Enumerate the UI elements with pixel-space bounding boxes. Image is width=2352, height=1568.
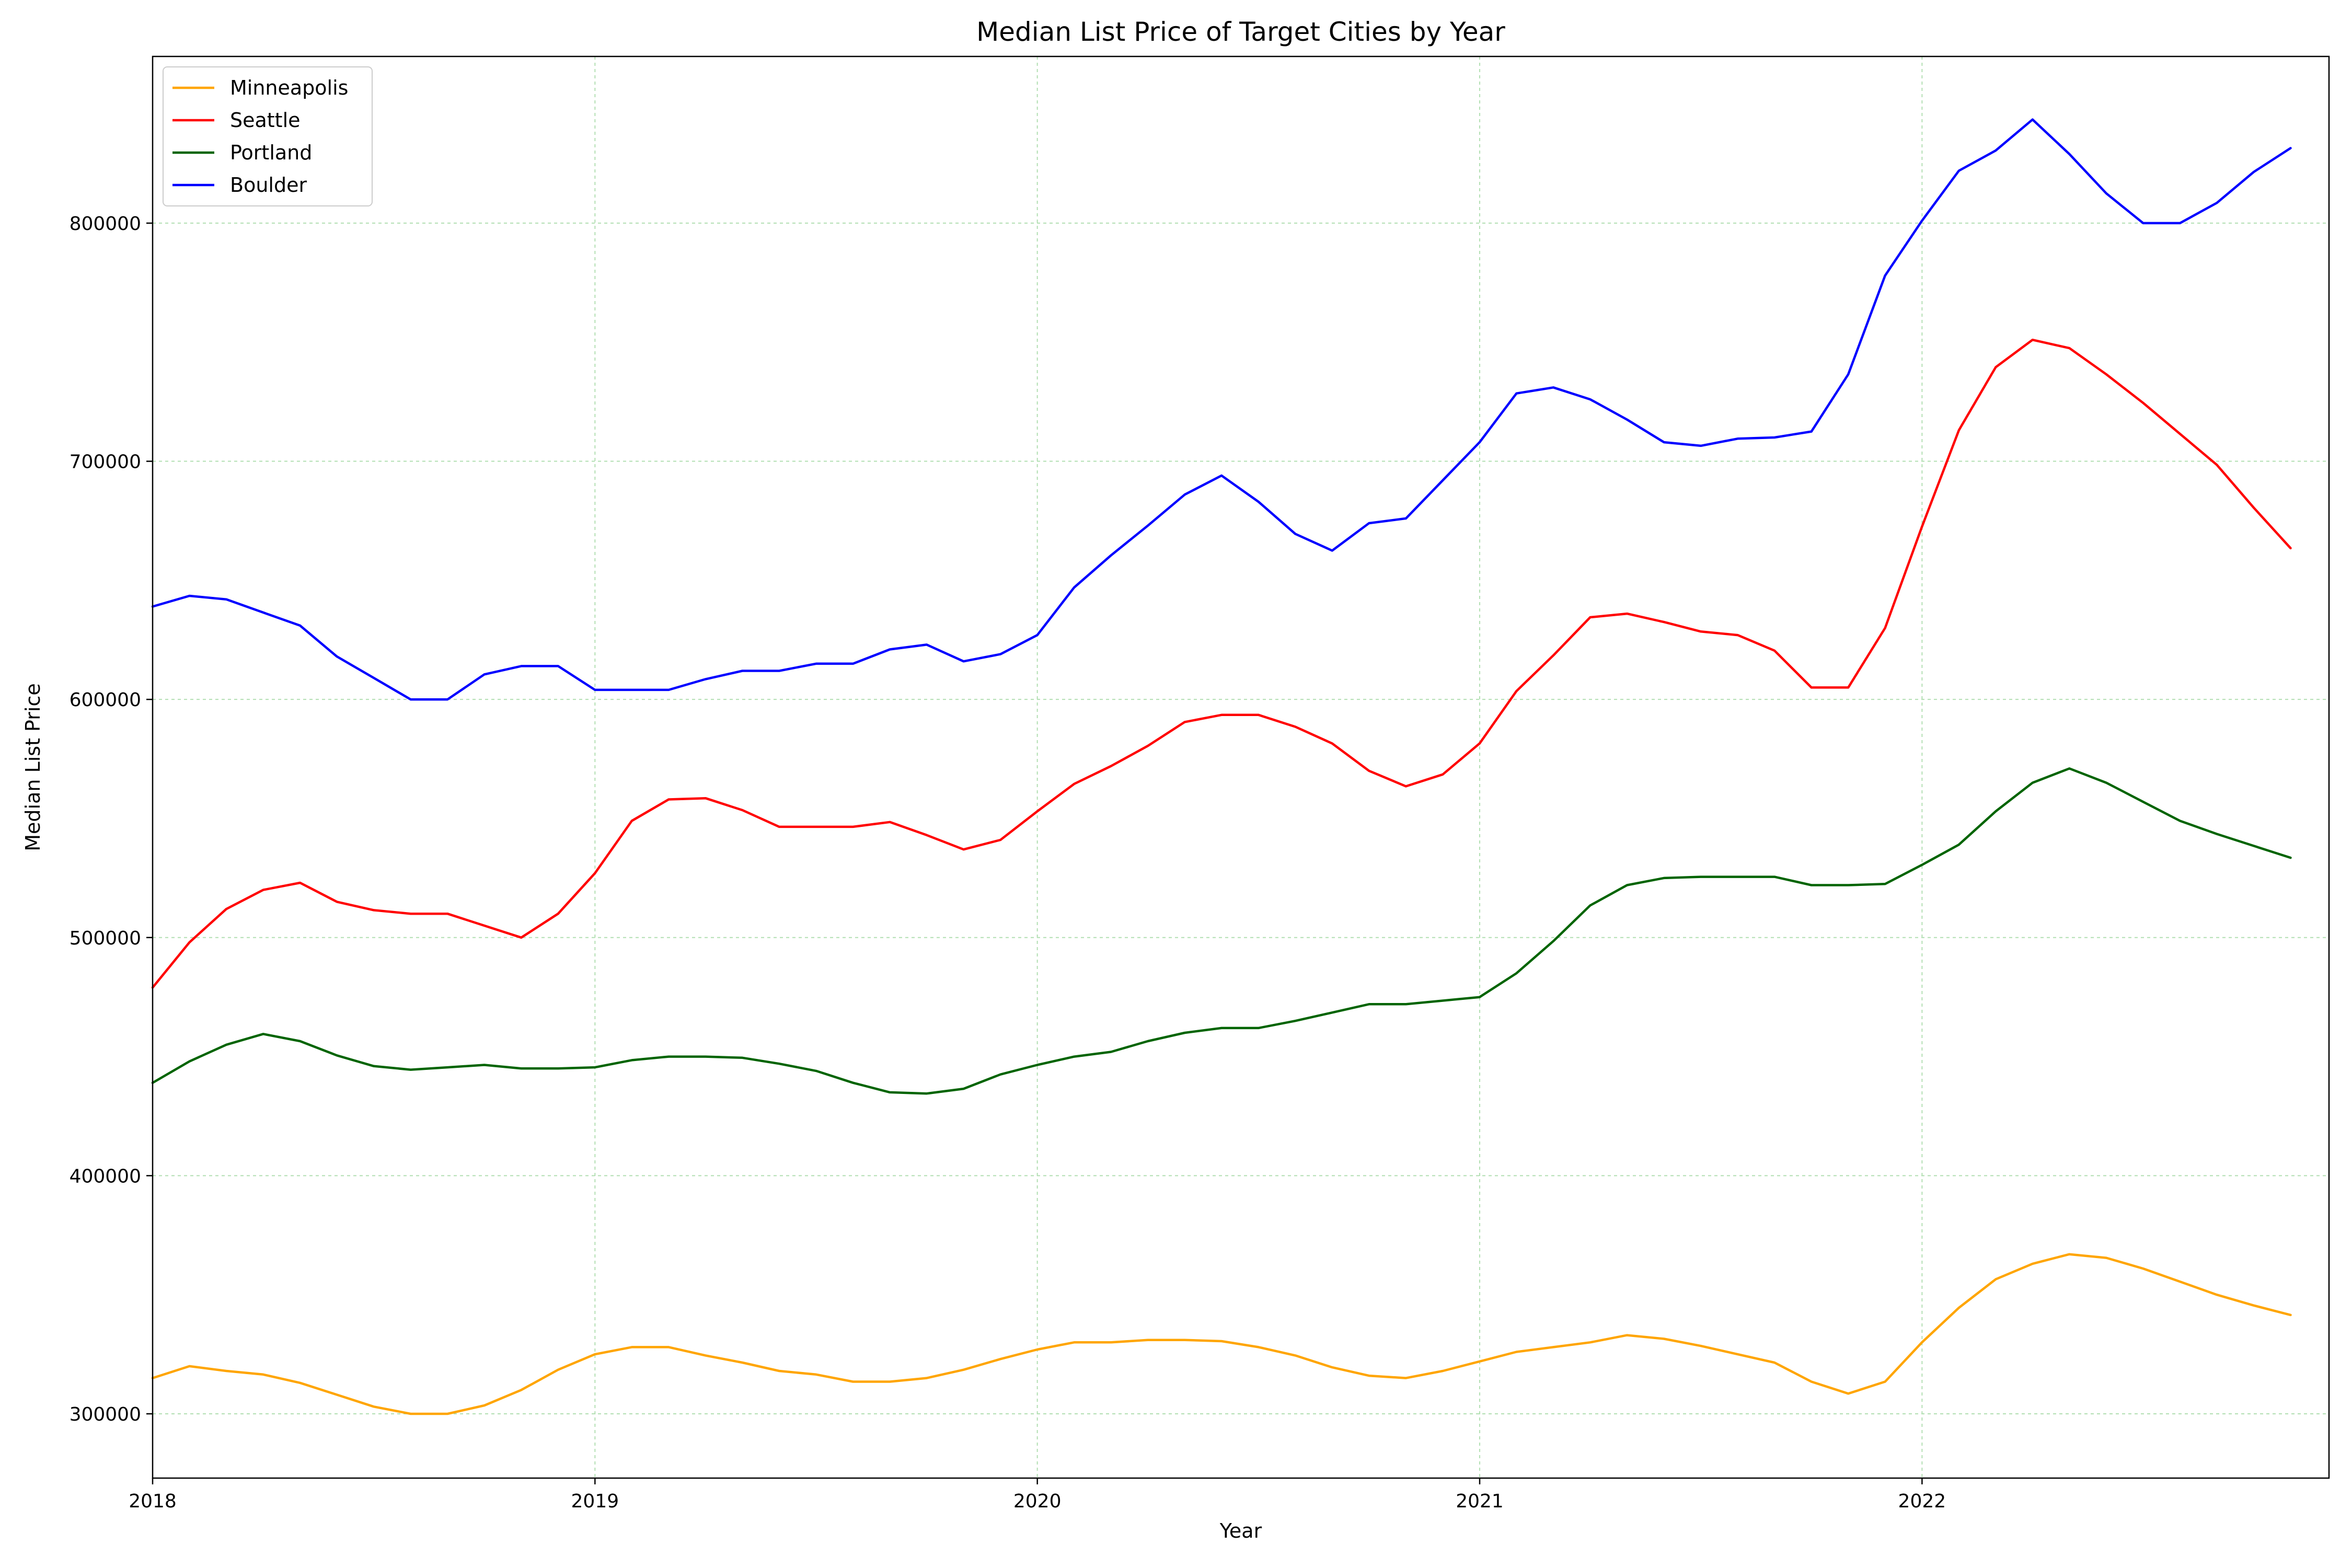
chart-title: Median List Price of Target Cities by Ye… <box>976 17 1505 47</box>
x-tick-label: 2018 <box>129 1491 177 1512</box>
legend-label-portland: Portland <box>230 141 312 164</box>
legend-label-minneapolis: Minneapolis <box>230 76 348 99</box>
series-line-boulder <box>151 118 2292 701</box>
grid-lines <box>152 56 2329 1478</box>
x-axis-label: Year <box>1219 1519 1262 1542</box>
x-tick-label: 2022 <box>1898 1491 1946 1512</box>
legend: Minneapolis Seattle Portland Boulder <box>163 66 373 206</box>
y-tick-label: 800000 <box>70 213 141 235</box>
plot-frame <box>152 55 2330 1479</box>
y-tick-label: 300000 <box>70 1404 141 1425</box>
y-axis-label: Median List Price <box>21 683 44 851</box>
x-tick-label: 2020 <box>1013 1491 1062 1512</box>
y-tick-label: 700000 <box>70 452 141 473</box>
y-tick-label: 600000 <box>70 689 141 711</box>
y-tick-label: 500000 <box>70 928 141 949</box>
legend-label-seattle: Seattle <box>230 109 301 132</box>
series-lines <box>151 118 2292 1415</box>
series-line-portland <box>151 767 2292 1095</box>
legend-box <box>163 66 373 206</box>
x-axis: 2018 2019 2020 2021 2022 <box>129 1478 1946 1512</box>
series-line-minneapolis <box>151 1253 2292 1415</box>
y-tick-label: 400000 <box>70 1166 141 1187</box>
series-line-seattle <box>151 338 2292 989</box>
y-axis: 300000 400000 500000 600000 700000 800000 <box>70 213 153 1425</box>
x-tick-label: 2021 <box>1456 1491 1504 1512</box>
x-tick-label: 2019 <box>571 1491 619 1512</box>
legend-label-boulder: Boulder <box>230 174 307 197</box>
